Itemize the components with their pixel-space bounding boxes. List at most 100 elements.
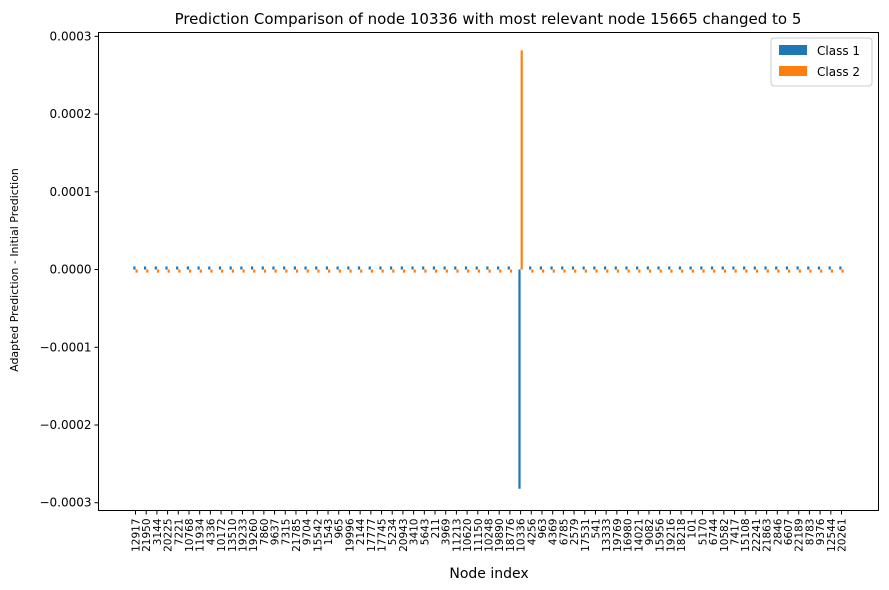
bar-class-1 — [796, 266, 799, 270]
bar-class-2 — [328, 269, 331, 273]
bar-class-1 — [721, 266, 724, 270]
bar-class-2 — [456, 269, 459, 273]
x-tick-label: 21950 — [141, 519, 153, 552]
bar-class-2 — [541, 269, 545, 273]
bar-class-1 — [368, 266, 371, 270]
x-tick-label: 6607 — [783, 519, 795, 546]
x-tick-label: 965 — [334, 519, 346, 539]
bar-class-1 — [743, 266, 746, 270]
x-tick-label: 6785 — [558, 519, 570, 546]
bar-class-2 — [820, 269, 823, 273]
x-axis: 1291721950314420225722110768119344336101… — [131, 510, 849, 552]
bar-class-1 — [154, 266, 157, 270]
bar-class-2 — [691, 269, 694, 273]
bar-class-2 — [285, 269, 288, 273]
x-tick-label: 10336 — [516, 518, 528, 552]
bar-class-1 — [283, 266, 286, 270]
bar-class-1 — [636, 266, 639, 270]
bar-class-2 — [798, 269, 801, 273]
bar-class-2 — [488, 269, 491, 273]
x-tick-label: 5643 — [419, 519, 431, 546]
x-tick-label: 11213 — [451, 519, 463, 552]
bar-class-1 — [668, 266, 671, 270]
bar-class-1 — [710, 266, 714, 270]
bar-class-1 — [603, 266, 607, 270]
x-tick-label: 5234 — [387, 518, 399, 545]
bar-class-2 — [584, 269, 587, 273]
x-tick-label: 18218 — [676, 519, 688, 552]
bar-class-2 — [574, 269, 577, 273]
bar-class-2 — [830, 269, 834, 273]
bar-class-1 — [625, 266, 628, 270]
x-tick-label: 22241 — [751, 519, 763, 552]
bar-class-2 — [178, 269, 181, 273]
bar-class-1 — [593, 266, 596, 270]
x-tick-label: 10768 — [184, 519, 196, 552]
bar-class-1 — [250, 266, 254, 270]
bar-class-1 — [357, 266, 361, 270]
bar-class-2 — [499, 269, 502, 273]
bar-class-1 — [561, 266, 564, 270]
bar-class-2 — [146, 269, 149, 273]
bar-class-2 — [531, 269, 534, 273]
bar-class-1 — [133, 266, 136, 270]
bar-class-2 — [274, 269, 277, 273]
x-tick-label: 19890 — [494, 519, 506, 552]
bar-class-2 — [349, 269, 352, 273]
bar-class-2 — [156, 269, 160, 273]
bar-class-1 — [817, 266, 821, 270]
x-tick-label: 7860 — [259, 519, 271, 546]
x-tick-label: 9704 — [302, 518, 314, 545]
y-tick-label: 0.0000 — [50, 263, 92, 277]
bar-class-1 — [700, 266, 703, 270]
x-tick-label: 19216 — [665, 518, 677, 552]
y-tick-label: −0.0002 — [39, 418, 91, 432]
bar-class-2 — [381, 269, 384, 273]
bar-class-1 — [486, 266, 489, 270]
bar-class-2 — [424, 269, 427, 273]
bar-class-1 — [272, 266, 275, 270]
x-tick-label: 963 — [537, 519, 549, 539]
bar-class-1 — [176, 266, 179, 270]
x-tick-label: 10582 — [719, 519, 731, 552]
bar-class-2 — [723, 269, 727, 273]
bar-class-1 — [839, 266, 842, 270]
bar-class-2 — [295, 269, 299, 273]
bar-class-2 — [509, 269, 513, 273]
bar-class-2 — [616, 269, 620, 273]
x-tick-label: 11150 — [473, 519, 485, 552]
bar-class-2 — [702, 269, 705, 273]
plot-area — [133, 50, 844, 489]
bar-class-1 — [261, 266, 264, 270]
bar-class-1 — [614, 266, 617, 270]
x-tick-label: 211 — [430, 519, 442, 539]
y-axis: 0.0003 0.0002 0.0001 0.0000 −0.0001 −0.0002 −0… — [39, 29, 99, 510]
bar-class-2 — [435, 269, 438, 273]
x-tick-label: 6744 — [708, 518, 720, 545]
bar-class-2 — [788, 269, 791, 273]
x-tick-label: 22189 — [794, 519, 806, 552]
bar-class-1 — [347, 266, 350, 270]
bar-class-2 — [777, 269, 780, 273]
x-tick-label: 19769 — [612, 519, 624, 552]
bar-class-1 — [229, 266, 232, 270]
bar-class-1 — [208, 266, 211, 270]
bar-class-1 — [304, 266, 307, 270]
bar-class-1 — [165, 266, 168, 270]
x-tick-label: 20225 — [163, 519, 175, 552]
bar-class-2 — [221, 269, 224, 273]
y-tick-label: 0.0001 — [50, 185, 92, 199]
x-tick-label: 2144 — [355, 518, 367, 545]
chart-title: Prediction Comparison of node 10336 with… — [175, 10, 802, 28]
bar-class-1 — [315, 266, 318, 270]
bar-class-2 — [360, 269, 363, 273]
x-tick-label: 4256 — [526, 518, 538, 545]
bar-class-1 — [582, 266, 585, 270]
x-tick-label: 21785 — [291, 519, 303, 552]
plot-frame — [98, 32, 879, 511]
bar-class-2 — [755, 269, 759, 273]
bar-class-1 — [496, 266, 500, 270]
bar-class-2 — [370, 269, 374, 273]
bar-class-2 — [167, 269, 170, 273]
bar-class-2 — [563, 269, 566, 273]
